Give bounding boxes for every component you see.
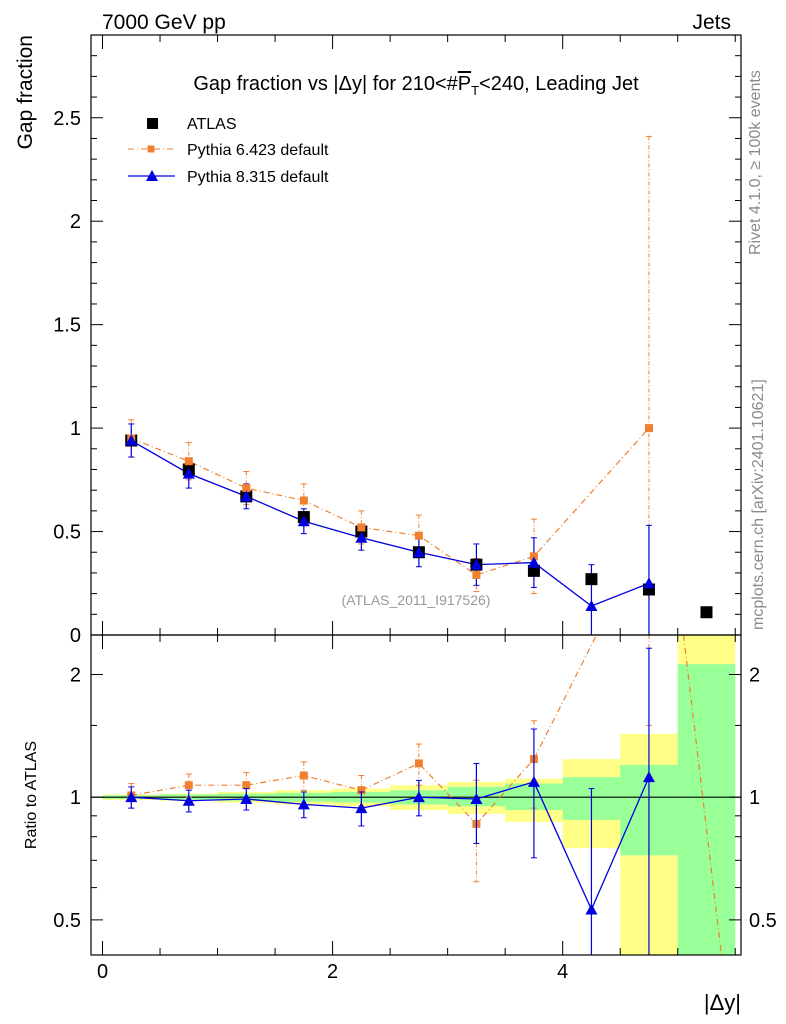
pythia6-point [644, 424, 653, 433]
ratio-pythia6-line-tail [682, 634, 723, 956]
legend-marker-atlas [147, 118, 158, 129]
pythia8-point [470, 558, 483, 570]
pythia6-point [357, 523, 366, 532]
atlas-point [585, 573, 598, 586]
pythia8-point [412, 546, 425, 558]
pythia8-point [527, 556, 540, 568]
pythia6-point [529, 552, 538, 561]
ratio-ytick-label-right: 2 [749, 664, 760, 686]
ratio-pythia8-point [642, 771, 655, 783]
ratio-pythia6-point [414, 759, 423, 768]
pythia8-point [297, 515, 310, 527]
ratio-pythia6-point [242, 781, 251, 790]
pythia8-point [182, 467, 195, 479]
ratio-pythia8-point [125, 791, 138, 803]
ratio-ytick-label-right: 1 [749, 787, 760, 809]
ratio-pythia8-point [297, 798, 310, 810]
ratio-plot-frame [90, 634, 742, 956]
ratio-ylabel: Ratio to ATLAS [23, 741, 40, 849]
legend-label-pythia6: Pythia 6.423 default [187, 142, 329, 159]
main-axis-ticks: 0 0.5 1 1.5 2 2.5 [53, 35, 741, 647]
main-ytick-label: 0 [70, 625, 81, 647]
pythia6-point [299, 496, 308, 505]
legend-marker-pythia8 [146, 170, 158, 181]
ratio-ytick-label-right: 0.5 [749, 910, 777, 932]
ratio-xtick-label: 0 [97, 961, 108, 983]
main-ylabel: Gap fraction [14, 35, 37, 149]
main-ytick-label: 2 [70, 211, 81, 233]
ratio-pythia8-point [355, 802, 368, 814]
atlas-point [700, 606, 713, 619]
ratio-xtick-label: 4 [557, 961, 568, 983]
ratio-pythia6-point [184, 781, 193, 790]
pythia8-point [355, 531, 368, 543]
ratio-band-inner [677, 664, 736, 955]
pythia8-point [125, 434, 138, 446]
ratio-ytick-label: 2 [70, 664, 81, 686]
header-energy-label: 7000 GeV pp [102, 11, 226, 34]
main-ytick-label: 2.5 [53, 108, 81, 130]
atlas-point [527, 564, 540, 577]
ratio-plot-series [125, 634, 723, 956]
analysis-watermark: (ATLAS_2011_I917526) [342, 592, 491, 608]
ratio-pythia8-point [470, 792, 483, 804]
main-plot-series [125, 135, 713, 635]
ratio-pythia6-line [131, 634, 598, 825]
mcplots-label: mcplots.cern.ch [arXiv:2401.10621] [750, 379, 767, 630]
ratio-pythia8-point [527, 775, 540, 787]
pythia6-point [414, 531, 423, 540]
ratio-pythia8-point [182, 794, 195, 806]
rivet-version-label: Rivet 4.1.0, ≥ 100k events [747, 70, 764, 255]
legend-label-pythia8: Pythia 8.315 default [187, 169, 329, 186]
pythia6-point [184, 457, 193, 466]
main-ytick-label: 1 [70, 418, 81, 440]
ratio-pythia8-line [131, 776, 650, 912]
legend-label-atlas: ATLAS [187, 116, 237, 133]
main-plot-title: Gap fraction vs |Δy| for 210<#PT<240, Le… [193, 73, 639, 98]
ratio-xtick-label: 2 [327, 961, 338, 983]
pythia8-point [642, 577, 655, 589]
pythia6-point [242, 484, 251, 493]
x-axis-label: |Δy| [704, 990, 741, 1015]
ratio-ytick-label: 0.5 [53, 910, 81, 932]
pythia6-line [131, 427, 650, 576]
ratio-pythia8-point [412, 791, 425, 803]
ratio-pythia6-point [357, 786, 366, 795]
main-ytick-label: 1.5 [53, 315, 81, 337]
ratio-pythia6-point [299, 771, 308, 780]
legend-marker-pythia6 [147, 145, 155, 153]
main-ytick-label: 0.5 [53, 522, 81, 544]
ratio-ytick-label: 1 [70, 787, 81, 809]
pythia6-point [472, 571, 481, 579]
ratio-pythia8-point [585, 903, 598, 915]
pythia8-point [585, 600, 598, 612]
header-process-label: Jets [692, 11, 731, 34]
legend: ATLAS Pythia 6.423 default Pythia 8.315 … [128, 116, 329, 186]
pythia8-line [130, 439, 650, 607]
pythia8-point [240, 490, 253, 502]
ratio-pythia8-point [240, 792, 253, 804]
